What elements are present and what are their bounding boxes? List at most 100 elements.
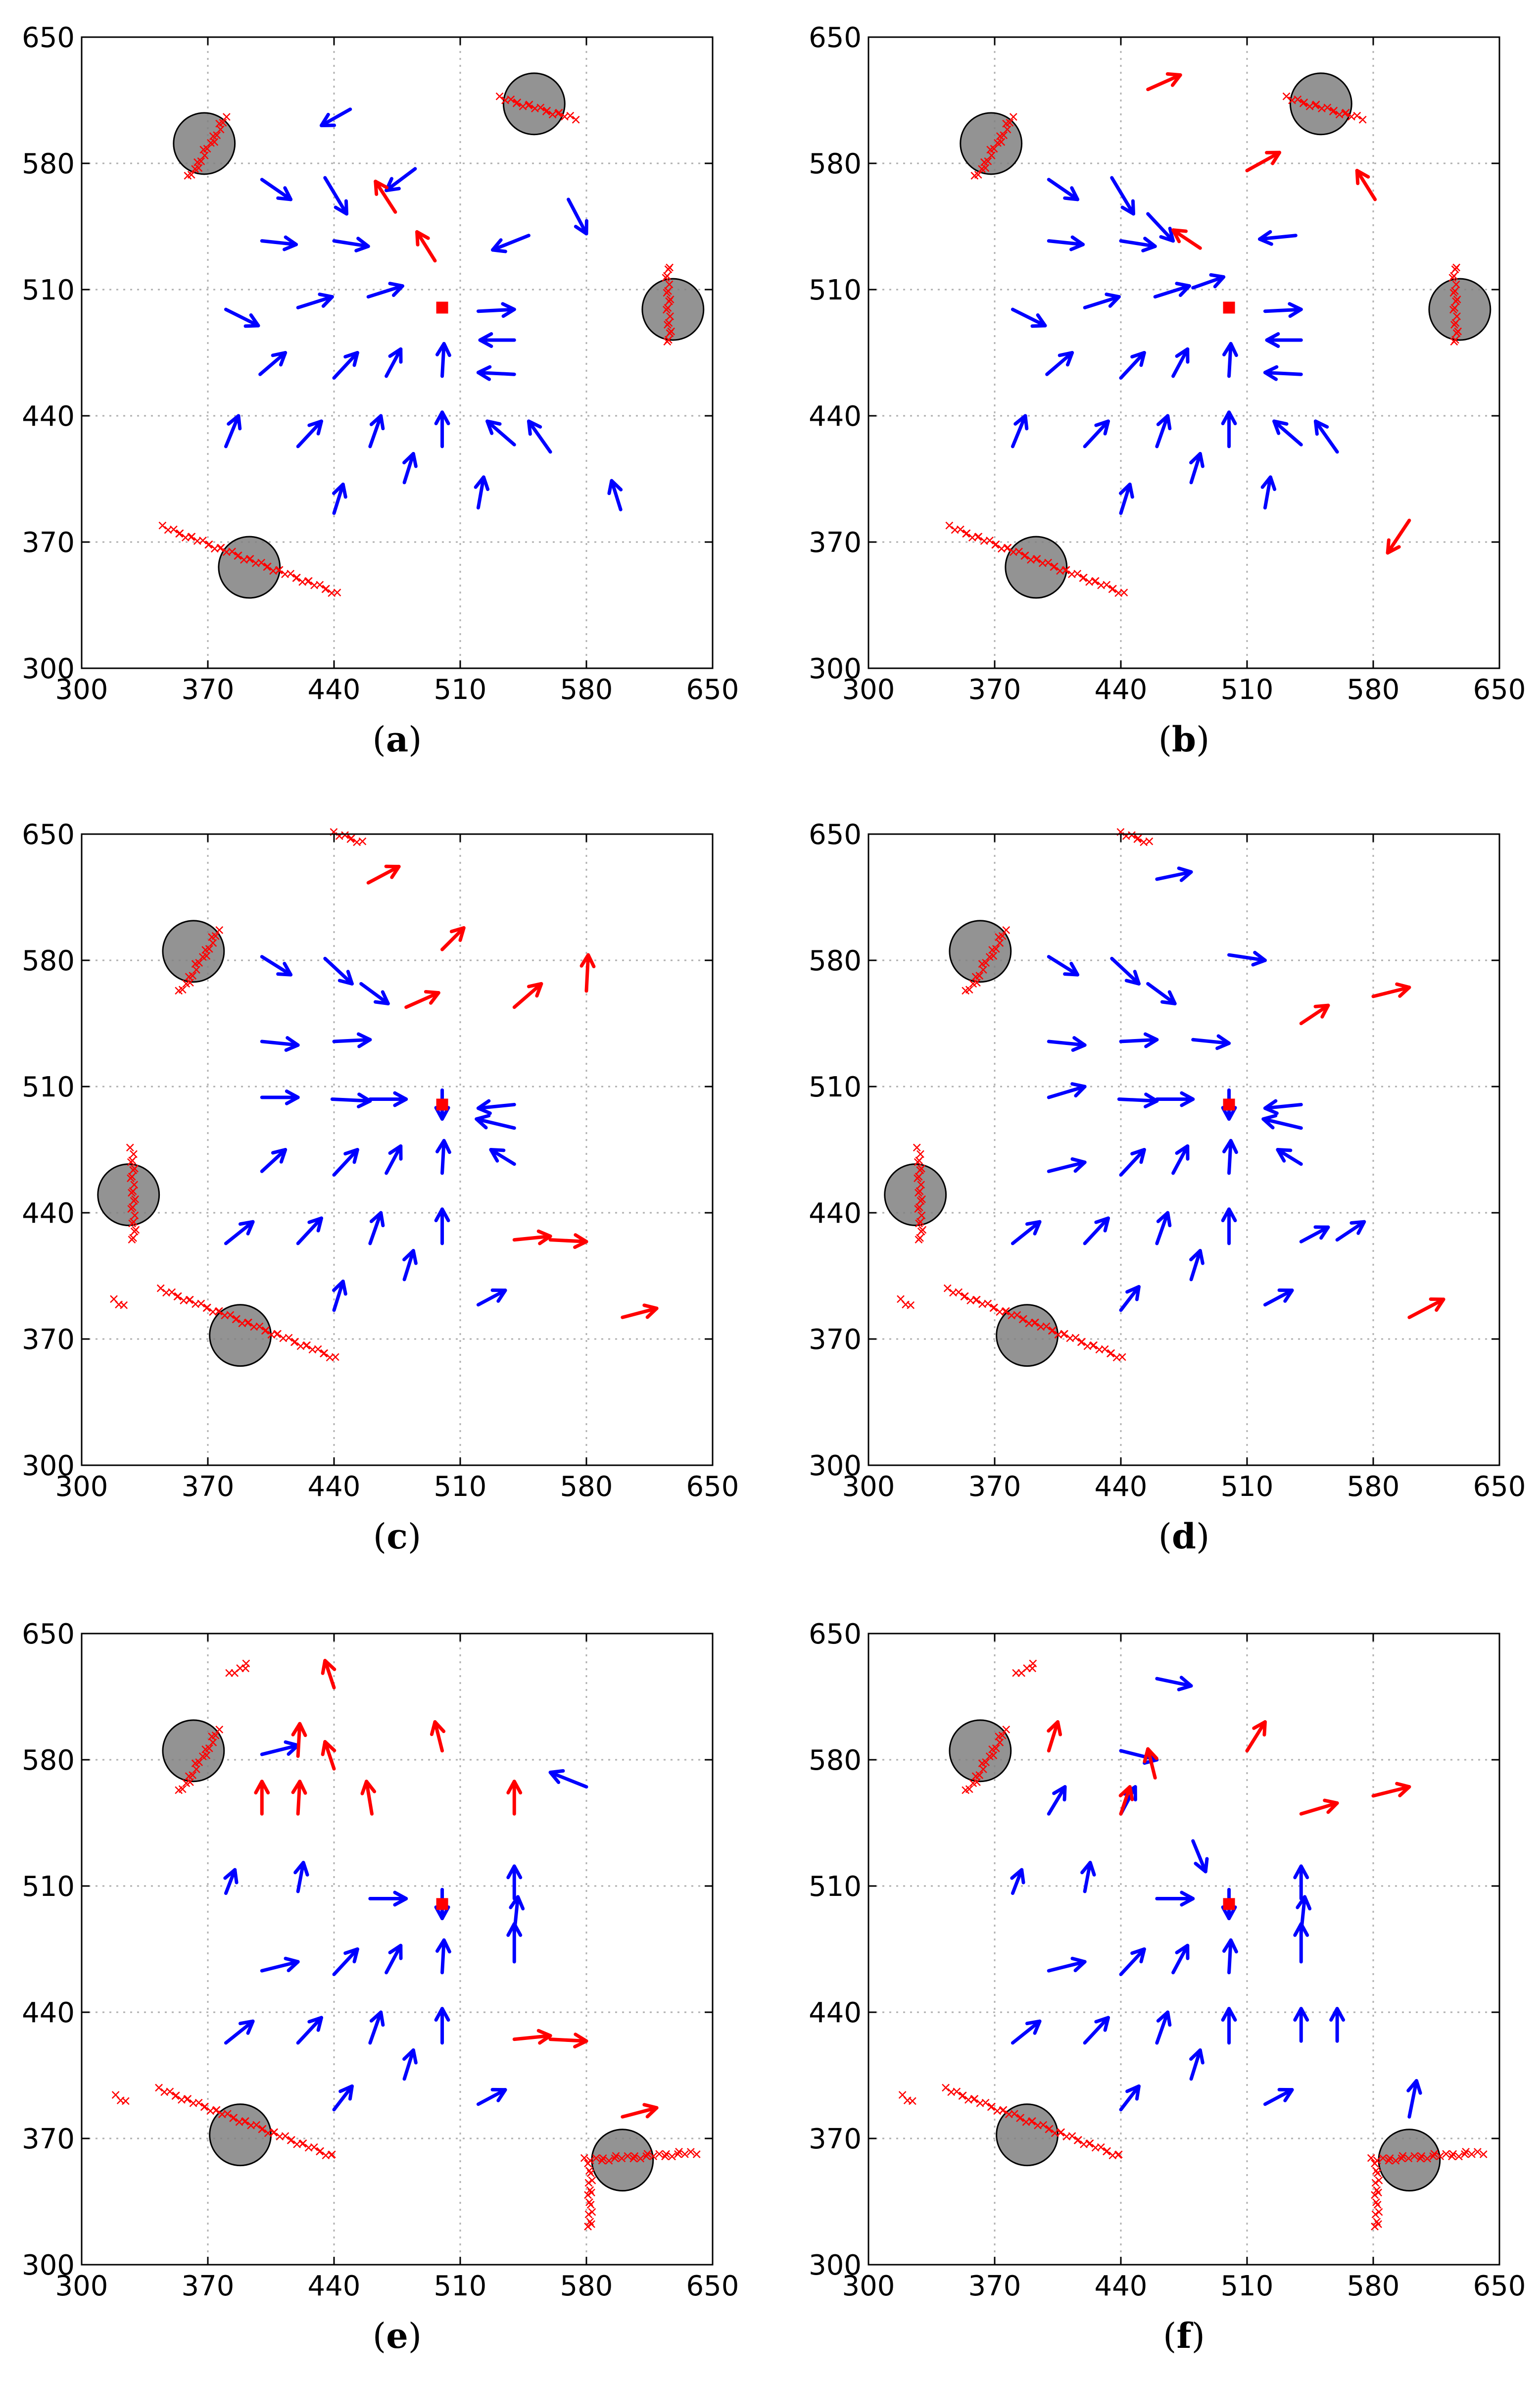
x-tick-label: 650 xyxy=(686,674,739,706)
blue-arrow xyxy=(332,1148,359,1177)
y-tick-label: 650 xyxy=(22,22,75,54)
x-tick-label: 580 xyxy=(1347,1471,1400,1503)
x-tick-label: 650 xyxy=(1473,1471,1526,1503)
red-arrow xyxy=(291,1780,307,1816)
panel-caption: (c) xyxy=(373,1516,421,1557)
laser-point xyxy=(982,1758,990,1766)
blue-arrow xyxy=(1047,178,1080,201)
laser-point xyxy=(998,1731,1007,1739)
red-arrow xyxy=(1371,1782,1411,1798)
x-tick-label: 370 xyxy=(968,2270,1021,2302)
blue-arrow xyxy=(1227,950,1267,967)
x-tick-label: 580 xyxy=(1347,674,1400,706)
blue-arrow xyxy=(1189,452,1204,485)
blue-arrow xyxy=(368,1091,408,1107)
laser-point xyxy=(1375,2208,1383,2216)
blue-arrow xyxy=(296,1216,323,1245)
laser-point xyxy=(566,111,575,120)
blue-arrow xyxy=(1263,1288,1294,1307)
laser-point xyxy=(166,2087,174,2096)
laser-point xyxy=(1000,131,1008,140)
laser-point xyxy=(943,1284,952,1292)
laser-point xyxy=(681,2150,689,2158)
laser-point xyxy=(242,1659,250,1668)
laser-point xyxy=(584,2179,593,2187)
laser-point xyxy=(907,1301,915,1309)
laser-point xyxy=(158,521,167,530)
blue-arrow xyxy=(1155,414,1172,448)
laser-point xyxy=(184,2095,192,2103)
blue-arrow xyxy=(1047,1036,1087,1052)
blue-arrow xyxy=(385,347,403,378)
laser-point xyxy=(156,1284,165,1292)
laser-point xyxy=(210,138,219,146)
laser-point xyxy=(1044,558,1052,567)
laser-point xyxy=(586,2169,595,2177)
laser-point xyxy=(992,944,1000,953)
laser-point xyxy=(1449,2150,1457,2158)
laser-point xyxy=(592,2154,600,2162)
x-tick-label: 650 xyxy=(1473,2270,1526,2302)
blue-arrow xyxy=(1011,307,1047,328)
laser-point xyxy=(661,2152,669,2161)
laser-point xyxy=(262,1326,270,1335)
laser-point xyxy=(188,533,196,541)
blue-arrow xyxy=(1119,1285,1141,1312)
laser-point xyxy=(914,1173,923,1181)
blue-arrow xyxy=(224,414,242,448)
blue-arrow xyxy=(1221,410,1237,448)
laser-point xyxy=(287,570,295,578)
laser-point xyxy=(588,2176,596,2184)
red-arrow xyxy=(512,982,543,1009)
axes-box xyxy=(81,833,714,1466)
laser-point xyxy=(996,1738,1004,1746)
blue-arrow xyxy=(1045,351,1074,376)
laser-point xyxy=(1107,1349,1115,1357)
laser-point xyxy=(1074,2136,1082,2144)
laser-point xyxy=(629,2154,638,2163)
blue-arrow xyxy=(368,2010,385,2045)
blue-arrow xyxy=(1155,1676,1193,1691)
y-tick-label: 370 xyxy=(809,1324,862,1356)
laser-point xyxy=(666,263,674,272)
laser-point xyxy=(131,1164,139,1173)
laser-point xyxy=(665,336,673,344)
laser-point xyxy=(1479,2150,1488,2158)
blue-arrow xyxy=(332,1279,347,1312)
blue-arrow xyxy=(1263,365,1303,381)
laser-point xyxy=(1436,2152,1444,2160)
laser-point xyxy=(197,157,205,165)
laser-point xyxy=(211,1731,220,1739)
panel-caption: (a) xyxy=(373,719,422,760)
laser-point xyxy=(1342,108,1350,117)
blue-arrow xyxy=(1080,1861,1096,1893)
laser-point xyxy=(205,944,213,953)
laser-point xyxy=(965,1785,973,1793)
blue-arrow xyxy=(1260,475,1277,510)
laser-point xyxy=(918,1226,927,1234)
laser-point xyxy=(586,2200,595,2209)
laser-point xyxy=(917,1211,926,1220)
laser-point xyxy=(998,932,1007,940)
red-arrow xyxy=(1171,228,1202,250)
blue-arrow xyxy=(1406,2079,1422,2119)
laser-point xyxy=(1451,319,1460,327)
panel-a: 300 370 440 510 580 650 300 370 440 510 580 650 (a) xyxy=(22,22,739,760)
laser-point xyxy=(965,986,973,994)
blue-arrow xyxy=(1011,1220,1042,1245)
laser-point xyxy=(155,2084,163,2092)
laser-point xyxy=(211,932,220,940)
blue-arrow xyxy=(1146,212,1175,243)
laser-point xyxy=(322,585,330,593)
laser-point xyxy=(1079,573,1088,582)
laser-point xyxy=(126,1143,134,1152)
panel-e: 300 370 440 510 580 650 300 370 440 510 580 650 (e) xyxy=(22,1618,739,2356)
laser-point xyxy=(974,171,982,179)
laser-point xyxy=(129,1234,137,1242)
blue-arrow xyxy=(491,234,530,253)
blue-arrow xyxy=(260,1148,288,1173)
x-tick-label: 300 xyxy=(55,1471,108,1503)
laser-point xyxy=(1033,554,1041,563)
obstacle-circle xyxy=(591,2129,654,2192)
laser-point xyxy=(981,2098,990,2107)
